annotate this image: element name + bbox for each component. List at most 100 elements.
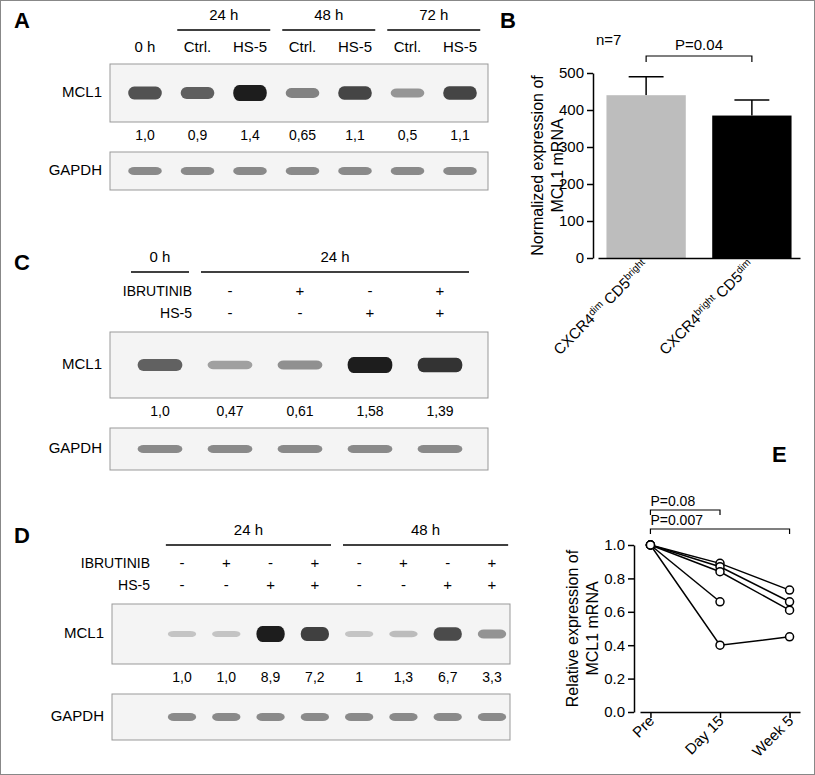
tick: 100 [559,212,593,229]
tick-label: 400 [559,101,584,118]
band [212,631,240,637]
condition-sign: - [357,554,362,571]
value-label: 0,61 [286,403,313,419]
bracket [650,529,789,534]
band [128,87,162,100]
panel-letter: B [500,8,516,33]
band [434,627,462,640]
value-label: 1,1 [450,127,470,143]
band [345,713,373,721]
error-bar [645,77,647,96]
bar [606,95,685,258]
value-label: 1,0 [172,669,192,685]
value-label: 1,4 [240,127,260,143]
plot-area [646,541,793,649]
protein-label: GAPDH [49,161,102,178]
blot-frame [112,604,510,664]
band [478,629,506,638]
value-label: 1,1 [345,127,365,143]
tick-label: Week 5 [749,712,797,760]
group-label: 24 h [320,248,349,265]
tick-label: CXCR4bright CD5dim [655,256,757,358]
tick-label: 500 [559,64,584,81]
plot-area [606,77,791,258]
marker [786,606,794,614]
condition-sign: + [399,554,408,571]
condition-sign: + [266,576,275,593]
condition-sign: - [224,576,229,593]
band [138,445,183,453]
tick: 1.0 [604,536,634,553]
bands [168,713,506,721]
band [256,626,284,642]
band [348,445,393,453]
tick-label: 0.2 [604,670,625,687]
condition-sign: - [228,304,233,321]
band [256,713,284,721]
axis-title: MCL1 mRNA [549,118,566,213]
band [418,445,463,453]
tick-mark [720,712,722,718]
condition-sign: + [436,304,445,321]
tick-mark [628,712,634,714]
figure-frame [1,1,815,775]
tick: Day 15 [681,712,727,758]
lane-label: HS-5 [233,38,267,55]
condition-sign: + [488,576,497,593]
marker [786,598,794,606]
band [212,713,240,721]
bands [138,445,463,453]
annotation: P=0.08 [650,493,695,509]
condition-sign: + [222,554,231,571]
tick-label: Day 15 [681,712,727,758]
band [338,167,372,175]
protein-label: MCL1 [62,83,102,100]
marker [716,598,724,606]
panel-letter: E [772,442,787,467]
condition-sign: + [366,304,375,321]
axis-line [593,74,595,259]
group-line [282,29,375,31]
condition-sign: + [488,554,497,571]
tick: Week 5 [749,712,797,760]
lane-label: HS-5 [338,38,372,55]
tick-label: 0.6 [604,603,625,620]
blot-panel: 0 hCtrl.HS-5Ctrl.HS-5Ctrl.HS-524 h48 h72… [49,6,488,190]
value-label: 6,7 [438,669,458,685]
marker [646,541,654,549]
band [278,445,323,453]
blot-panel: 0 h24 hIBRUTINIB-+-+HS-5--++MCL11,00,470… [49,248,488,470]
group-label: 48 h [314,6,343,23]
band [418,358,463,373]
bar [712,116,791,258]
blot-frame [112,694,510,740]
axis-title: Normalized expression of [529,75,546,256]
marker [786,586,794,594]
value-label: 1,0 [150,403,170,419]
tick-label: 0.4 [604,637,625,654]
group-line [166,544,331,546]
tick-mark [587,184,593,186]
marker [786,633,794,641]
group-line [343,544,508,546]
value-label: 3,3 [482,669,502,685]
tick: 400 [559,101,593,118]
value-label: 1,39 [426,403,453,419]
band [443,86,477,100]
band [389,713,417,721]
value-label: 1 [355,669,363,685]
tick: 0.4 [604,637,634,654]
tick: CXCR4bright CD5dim [655,256,757,358]
blot-frame [110,428,488,470]
tick-label: 0.8 [604,570,625,587]
group-line [177,29,270,31]
tick: 0.6 [604,603,634,620]
tick-label: 100 [559,212,584,229]
condition-sign: - [445,554,450,571]
marker [646,541,654,549]
condition-sign: + [310,576,319,593]
band [181,87,215,99]
band [478,713,506,721]
lane-label: Ctrl. [289,38,317,55]
tick-mark [587,147,593,149]
